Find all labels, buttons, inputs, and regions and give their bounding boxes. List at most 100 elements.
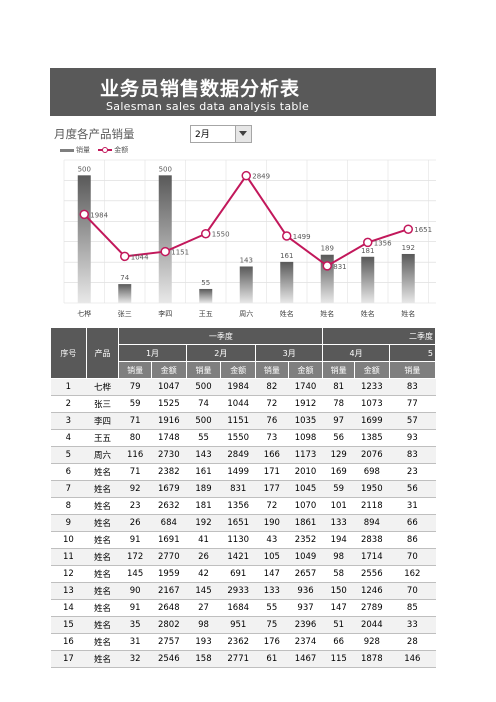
cell-value: 143 <box>186 446 221 464</box>
cell-value: 98 <box>322 548 355 566</box>
cell-seq: 8 <box>50 497 87 515</box>
cell-value: 115 <box>322 650 355 668</box>
cell-value: 172 <box>118 548 152 566</box>
chart-line-labels: 1984 1044 1151 1550 2849 1499 831 1356 1651 <box>90 173 432 271</box>
cell-value: 1049 <box>288 548 323 566</box>
cell-value: 1070 <box>288 497 323 515</box>
cell-value: 698 <box>354 463 390 481</box>
cell-value: 2167 <box>151 582 187 600</box>
cell-value: 2556 <box>354 565 390 583</box>
cell-value: 27 <box>186 599 221 617</box>
cell-value: 92 <box>118 480 152 498</box>
cell-seq: 4 <box>50 429 87 447</box>
cell-value: 147 <box>322 599 355 617</box>
cell-value: 951 <box>220 616 256 634</box>
cell-value: 133 <box>255 582 289 600</box>
cell-value: 181 <box>186 497 221 515</box>
line-point <box>160 246 170 257</box>
cell-value: 51 <box>322 616 355 634</box>
header-amt: 金额 <box>287 361 324 379</box>
cell-value: 2657 <box>288 565 323 583</box>
header-q2: 二季度 <box>322 327 436 345</box>
bar-value-label: 500 <box>159 165 172 173</box>
cell-value: 66 <box>322 633 355 651</box>
cell-seq: 17 <box>50 650 87 668</box>
cell-value: 70 <box>389 582 436 600</box>
cell-value: 1525 <box>151 395 187 413</box>
cell-value: 1073 <box>354 395 390 413</box>
table-row: 17 姓名 32 2546 158 2771 61 1467 115 1878 146 <box>50 650 436 668</box>
bar <box>118 284 132 303</box>
cell-value: 133 <box>322 514 355 532</box>
line-value-label: 1151 <box>171 249 189 257</box>
cell-value: 1385 <box>354 429 390 447</box>
bar-value-label: 161 <box>280 252 293 260</box>
cell-value: 171 <box>255 463 289 481</box>
x-tick-label: 七桦 <box>77 309 91 318</box>
cell-value: 43 <box>255 531 289 549</box>
line-value-label: 1651 <box>414 226 432 234</box>
title-banner: 业务员销售数据分析表 Salesman sales data analysis … <box>50 68 436 116</box>
cell-value: 78 <box>322 395 355 413</box>
cell-value: 1651 <box>220 514 256 532</box>
cell-value: 190 <box>255 514 289 532</box>
cell-value: 1740 <box>288 378 323 396</box>
line-point <box>79 209 89 220</box>
cell-value: 28 <box>389 633 436 651</box>
page-title: 业务员销售数据分析表 <box>100 78 301 100</box>
cell-value: 76 <box>255 412 289 430</box>
table-row: 8 姓名 23 2632 181 1356 72 1070 101 2118 31 <box>50 497 436 515</box>
cell-value: 72 <box>255 395 289 413</box>
cell-value: 1356 <box>220 497 256 515</box>
cell-product: 姓名 <box>86 497 119 515</box>
x-tick-label: 王五 <box>199 310 213 318</box>
cell-value: 2789 <box>354 599 390 617</box>
cell-value: 85 <box>389 599 436 617</box>
cell-value: 58 <box>322 565 355 583</box>
cell-value: 684 <box>151 514 187 532</box>
cell-value: 116 <box>118 446 152 464</box>
bar-value-label: 55 <box>201 279 210 287</box>
cell-seq: 5 <box>50 446 87 464</box>
cell-value: 2648 <box>151 599 187 617</box>
line-value-label: 2849 <box>252 173 270 181</box>
header-month-3: 3月 <box>255 344 324 362</box>
bar-value-label: 500 <box>78 165 91 173</box>
dropdown-arrow-icon[interactable] <box>235 126 251 142</box>
cell-value: 192 <box>186 514 221 532</box>
chart-points <box>79 170 413 271</box>
table-row: 2 张三 59 1525 74 1044 72 1912 78 1073 77 <box>50 395 436 413</box>
cell-seq: 2 <box>50 395 87 413</box>
cell-value: 176 <box>255 633 289 651</box>
cell-value: 101 <box>322 497 355 515</box>
cell-value: 33 <box>389 616 436 634</box>
cell-value: 23 <box>118 497 152 515</box>
month-select[interactable]: 2月 <box>190 125 252 143</box>
line-value-label: 1984 <box>90 211 108 219</box>
header-amt: 金额 <box>220 361 257 379</box>
cell-value: 90 <box>118 582 152 600</box>
table-row: 6 姓名 71 2382 161 1499 171 2010 169 698 23 <box>50 463 436 481</box>
page-subtitle: Salesman sales data analysis table <box>106 100 310 113</box>
cell-value: 73 <box>255 429 289 447</box>
cell-value: 91 <box>118 531 152 549</box>
bar-value-label: 192 <box>402 244 415 252</box>
cell-value: 158 <box>186 650 221 668</box>
cell-product: 李四 <box>86 412 119 430</box>
cell-value: 86 <box>389 531 436 549</box>
cell-product: 姓名 <box>86 531 119 549</box>
cell-value: 2396 <box>288 616 323 634</box>
cell-product: 姓名 <box>86 616 119 634</box>
cell-value: 26 <box>118 514 152 532</box>
cell-seq: 14 <box>50 599 87 617</box>
cell-product: 姓名 <box>86 565 119 583</box>
cell-value: 1748 <box>151 429 187 447</box>
cell-seq: 9 <box>50 514 87 532</box>
line-point <box>363 237 373 248</box>
table-row: 14 姓名 91 2648 27 1684 55 937 147 2789 85 <box>50 599 436 617</box>
bar <box>361 256 375 303</box>
cell-value: 59 <box>118 395 152 413</box>
cell-value: 146 <box>389 650 436 668</box>
cell-value: 1916 <box>151 412 187 430</box>
chart-x-labels: 七桦 张三 李四 王五 周六 姓名 姓名 姓名 姓名 <box>77 309 415 318</box>
